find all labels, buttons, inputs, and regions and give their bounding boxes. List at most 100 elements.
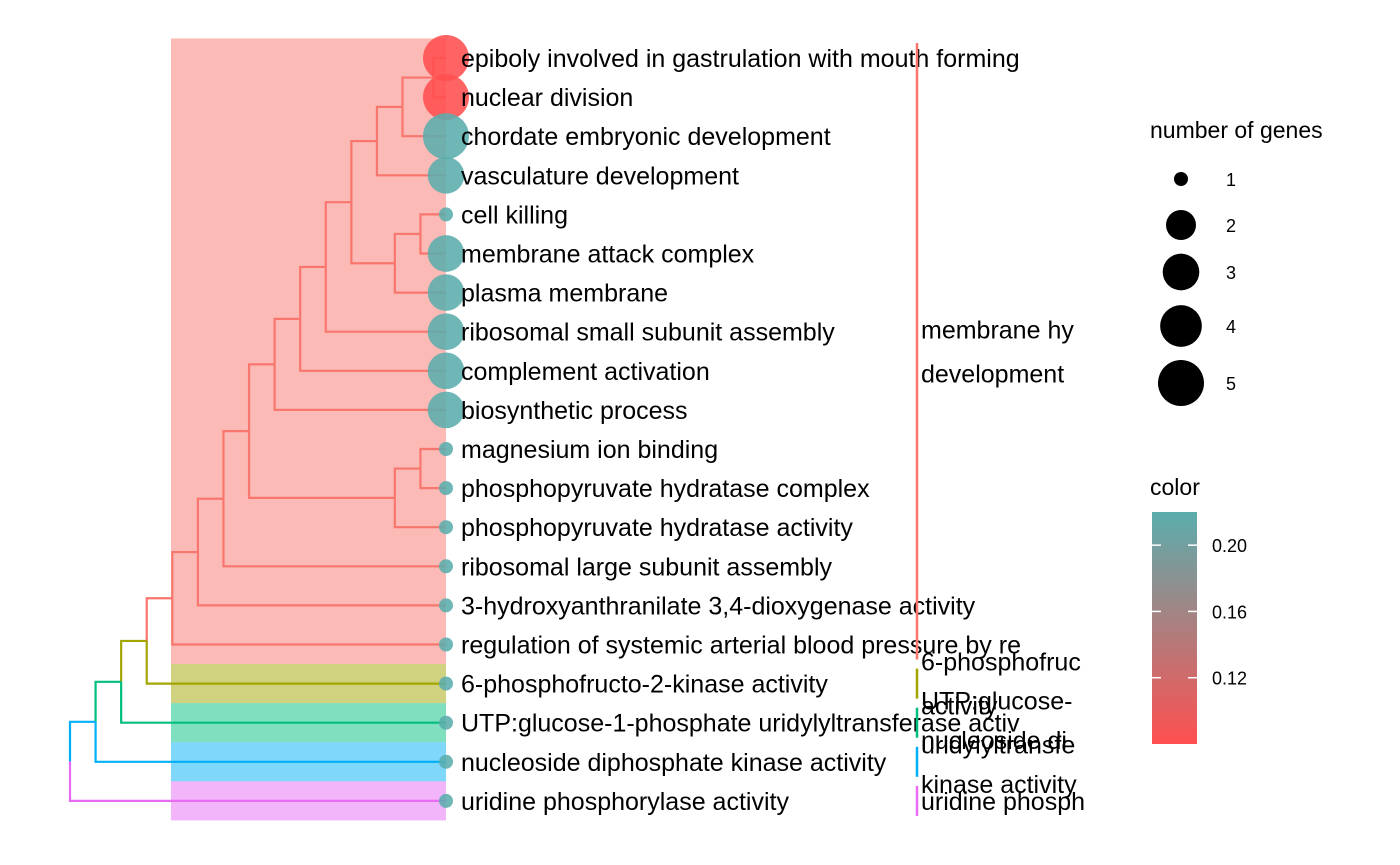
color-legend-label: 0.12: [1212, 669, 1247, 689]
cluster-background: [171, 38, 446, 665]
term-point: [439, 637, 453, 652]
term-labels: epiboly involved in gastrulation with mo…: [461, 45, 1021, 816]
term-label: UTP:glucose-1-phosphate uridylyltransfer…: [461, 710, 1020, 738]
color-legend: color 0.20 0.16 0.12: [1150, 474, 1247, 744]
term-label: vasculature development: [461, 162, 739, 190]
size-legend-label: 5: [1226, 374, 1236, 394]
size-legend-label: 1: [1226, 170, 1236, 190]
term-point: [439, 442, 453, 456]
term-label: 3-hydroxyanthranilate 3,4-dioxygenase ac…: [461, 592, 976, 620]
term-point: [427, 352, 465, 390]
dendrogram-branch: [393, 467, 421, 498]
dendrogram-branch: [273, 317, 301, 365]
dendrogram-branch: [247, 431, 395, 499]
dendrogram-branch: [350, 139, 377, 203]
term-point: [427, 313, 465, 351]
term-label: ribosomal small subunit assembly: [461, 319, 835, 347]
cluster-annotations: membrane hy development 6-phosphofruc activ…: [915, 43, 1085, 816]
term-label: phosphopyruvate hydratase activity: [461, 514, 853, 542]
term-point: [439, 715, 453, 730]
dendrogram-branch: [196, 552, 446, 607]
cluster-label: UTP:glucose-: [921, 688, 1072, 716]
color-bar: [1152, 512, 1197, 744]
dendrogram-branch: [273, 364, 446, 411]
cluster-label: activity: [921, 693, 998, 721]
dendrogram-branch: [324, 266, 446, 333]
dendrogram-branch: [419, 213, 446, 234]
cluster-label: 6-phosphofruc: [921, 649, 1081, 677]
dendrogram-branch: [350, 202, 395, 265]
size-legend-key: [1166, 210, 1196, 240]
term-point: [439, 598, 453, 613]
term-label: uridine phosphorylase activity: [461, 788, 789, 816]
term-label: magnesium ion binding: [461, 436, 718, 464]
dendrogram-branch: [222, 498, 446, 568]
dendrogram-branch: [375, 141, 446, 177]
cluster-label: uridylyltransfe: [921, 732, 1075, 760]
term-point: [439, 207, 453, 222]
size-legend-label: 2: [1226, 216, 1236, 236]
dendrogram-branch: [145, 597, 173, 641]
cluster-label: kinase activity: [921, 771, 1077, 799]
dendrogram-branch: [393, 497, 446, 529]
cluster-label: nucleoside di: [921, 727, 1067, 755]
size-legend-title: number of genes: [1150, 117, 1323, 143]
term-point: [439, 520, 453, 535]
dendrogram-branch: [247, 363, 275, 432]
term-point: [439, 754, 453, 769]
color-legend-title: color: [1150, 474, 1200, 500]
term-point: [439, 793, 453, 808]
dendrogram-branch: [375, 105, 403, 142]
color-legend-label: 0.20: [1212, 536, 1247, 556]
cluster-label: uridine phosph: [921, 788, 1085, 816]
size-legend-label: 4: [1226, 317, 1236, 337]
dendrogram-branch: [171, 550, 198, 599]
term-label: nucleoside diphosphate kinase activity: [461, 749, 887, 777]
color-legend-label: 0.16: [1212, 602, 1247, 622]
size-legend-key: [1160, 305, 1202, 347]
dendrogram-branch: [222, 430, 250, 499]
term-point: [427, 235, 465, 272]
term-point: [423, 74, 469, 121]
dendrogram-branch: [419, 447, 446, 469]
term-point: [423, 113, 469, 160]
term-point: [439, 676, 453, 691]
term-point: [423, 35, 469, 81]
term-point: [427, 391, 465, 429]
dendrogram-branch: [401, 76, 434, 107]
term-label: membrane attack complex: [461, 241, 755, 269]
term-label: ribosomal large subunit assembly: [461, 553, 833, 581]
term-label: epiboly involved in gastrulation with mo…: [461, 45, 1020, 73]
term-label: chordate embryonic development: [461, 123, 831, 151]
term-point: [439, 559, 453, 574]
dendrogram-branch: [68, 720, 96, 762]
size-legend-key: [1174, 172, 1188, 186]
dendrogram-branch: [120, 639, 147, 682]
term-label: nuclear division: [461, 84, 633, 112]
dendrogram-branch: [171, 598, 446, 646]
size-legend-key: [1162, 253, 1200, 291]
term-label: regulation of systemic arterial blood pr…: [461, 632, 1021, 660]
dendrogram-branch: [393, 232, 421, 264]
cluster-backgrounds: [171, 38, 446, 821]
term-label: biosynthetic process: [461, 397, 688, 425]
term-point: [427, 274, 465, 311]
dendrogram-branch: [94, 680, 122, 722]
term-point: [439, 481, 453, 496]
dendrogram-branch: [120, 681, 446, 724]
size-legend: number of genes 1 2 3 4 5: [1150, 117, 1323, 406]
dendrogram-branch: [68, 761, 446, 802]
cluster-label: membrane hy: [921, 316, 1074, 344]
dendrogram-branch: [299, 265, 326, 319]
term-label: phosphopyruvate hydratase complex: [461, 475, 870, 503]
dendrogram-branch: [419, 468, 446, 490]
cluster-label: development: [921, 360, 1064, 388]
dendrogram-branch: [196, 497, 224, 553]
term-label: cell killing: [461, 201, 568, 229]
term-points: [423, 35, 469, 808]
dendrogram-branch: [299, 318, 446, 372]
term-label: plasma membrane: [461, 280, 668, 308]
size-legend-label: 3: [1226, 263, 1236, 283]
dendrogram-branch: [145, 640, 446, 685]
